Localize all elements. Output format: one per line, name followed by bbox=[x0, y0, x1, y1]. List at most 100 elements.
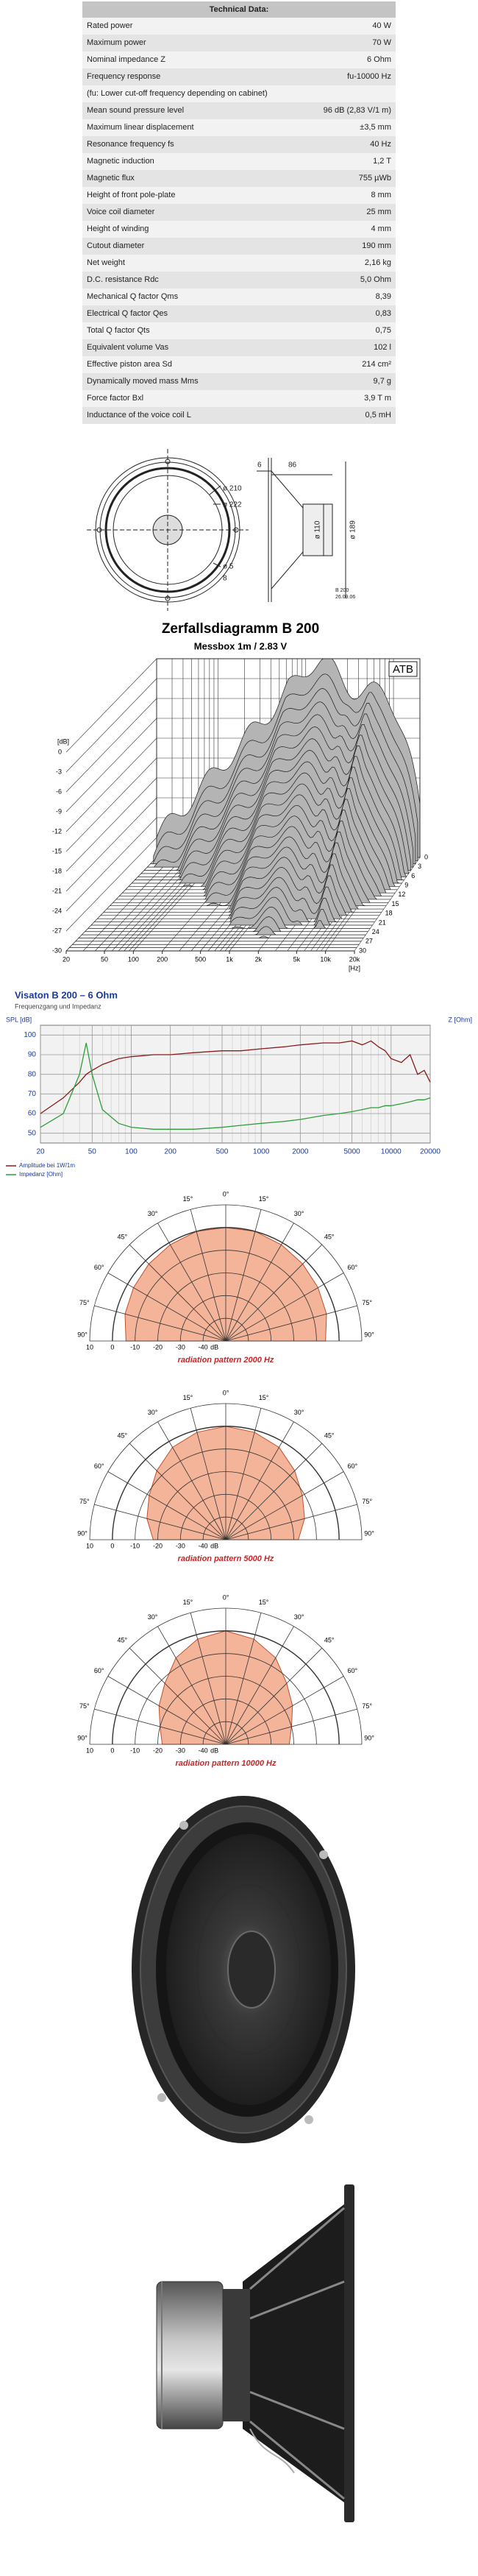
radial-tick-label: -20 bbox=[153, 1343, 163, 1351]
angle-label: 60° bbox=[94, 1667, 104, 1674]
data-row: Rated power 40 W bbox=[82, 18, 396, 35]
angle-label: 30° bbox=[294, 1613, 304, 1621]
drawing-labels: ø 210 ø 222 ø 5 8 6 86 ø 110 ø 189 B 200… bbox=[223, 461, 357, 600]
spec-label: Resonance frequency fs bbox=[82, 136, 277, 153]
data-row: Electrical Q factor Qes 0,83 bbox=[82, 305, 396, 322]
polar-spoke bbox=[225, 1244, 323, 1342]
x-tick-label: 100 bbox=[128, 955, 139, 963]
radial-tick-label: -20 bbox=[153, 1747, 163, 1754]
x-tick-label: 500 bbox=[216, 1148, 229, 1156]
dim-label: ø 210 bbox=[223, 485, 242, 493]
spec-label: Voice coil diameter bbox=[82, 204, 277, 221]
x-unit: [Hz] bbox=[349, 964, 360, 972]
x-tick-label: 1000 bbox=[253, 1148, 270, 1156]
dim-label: 6 bbox=[257, 461, 262, 470]
data-row: Effective piston area Sd 214 cm² bbox=[82, 356, 396, 373]
spec-value: 0,75 bbox=[277, 322, 396, 339]
technical-data-table: Technical Data: Rated power 40 W Maximum po… bbox=[82, 1, 396, 424]
radial-tick-label: -30 bbox=[176, 1542, 185, 1549]
floor-grid bbox=[104, 857, 192, 952]
spec-value: 25 mm bbox=[277, 204, 396, 221]
spec-value: 214 cm² bbox=[277, 356, 396, 373]
spec-value: 1,2 T bbox=[277, 153, 396, 170]
series-line bbox=[40, 1042, 431, 1130]
polar-spoke bbox=[225, 1222, 294, 1342]
decay-slice bbox=[88, 906, 371, 929]
y-tick-label: 60 bbox=[28, 1110, 37, 1118]
spec-label: Net weight bbox=[82, 255, 277, 272]
radial-unit: dB bbox=[210, 1542, 218, 1549]
x-tick-label: 2000 bbox=[292, 1148, 309, 1156]
depth-tick-label: 15 bbox=[392, 900, 399, 907]
data-row: Mean sound pressure level 96 dB (2,83 V/1… bbox=[82, 102, 396, 119]
radial-tick-label: -40 bbox=[199, 1542, 208, 1549]
x-tick-label: 200 bbox=[164, 1148, 176, 1156]
polar-spoke bbox=[190, 1209, 226, 1342]
x-tick-label: 10000 bbox=[381, 1148, 402, 1156]
radial-tick-label: -10 bbox=[130, 1747, 140, 1754]
polar-spoke bbox=[157, 1421, 226, 1540]
spec-label: Dynamically moved mass Mms bbox=[82, 373, 277, 390]
angle-label: 30° bbox=[148, 1210, 158, 1217]
polar-spoke bbox=[157, 1222, 226, 1342]
data-row: Height of winding 4 mm bbox=[82, 221, 396, 238]
polar-spoke bbox=[225, 1443, 323, 1540]
badge-box bbox=[388, 661, 418, 677]
y-tick-label: 70 bbox=[28, 1090, 37, 1098]
spec-value: 8 mm bbox=[277, 187, 396, 204]
angle-label: 90° bbox=[77, 1529, 88, 1537]
spec-label: Magnetic induction bbox=[82, 153, 277, 170]
y-tick-label: 50 bbox=[28, 1129, 37, 1137]
floor-grid bbox=[82, 857, 173, 952]
spec-value: 9,7 g bbox=[277, 373, 396, 390]
angle-label: 60° bbox=[94, 1264, 104, 1271]
spec-label: Nominal impedance Z bbox=[82, 52, 277, 68]
radial-tick-label: -40 bbox=[199, 1747, 208, 1754]
floor-grid bbox=[354, 857, 421, 952]
floor-grid bbox=[95, 857, 184, 952]
x-tick-label: 10k bbox=[320, 955, 331, 963]
y-tick-label: -9 bbox=[56, 807, 62, 815]
spec-label: Mean sound pressure level bbox=[82, 102, 277, 119]
spec-value: 40 W bbox=[277, 18, 396, 35]
side-grid bbox=[65, 658, 157, 753]
y-tick-label: -21 bbox=[52, 887, 62, 894]
dim-label: ø 5 bbox=[223, 563, 234, 571]
polar-plot: 10 0 -10 -20 -30 -40 dB 0° 15° 15° 30° 30° 45° 45° 60°… bbox=[77, 1593, 374, 1768]
spec-value: ±3,5 mm bbox=[277, 119, 396, 136]
data-row: Frequency response fu-10000 Hz bbox=[82, 68, 396, 85]
dim-label: 8 bbox=[223, 575, 227, 583]
polar-spoke bbox=[107, 1273, 226, 1342]
angle-label: 45° bbox=[324, 1234, 335, 1241]
polar-spoke bbox=[129, 1647, 226, 1745]
spec-label: Equivalent volume Vas bbox=[82, 339, 277, 356]
x-tick-label: 50 bbox=[101, 955, 108, 963]
radial-tick-label: 0 bbox=[110, 1343, 114, 1351]
decay-slice bbox=[97, 877, 377, 919]
spec-label: (fu: Lower cut-off frequency depending o… bbox=[82, 85, 396, 102]
data-row: Equivalent volume Vas 102 l bbox=[82, 339, 396, 356]
spec-value: 40 Hz bbox=[277, 136, 396, 153]
y-tick-label: -24 bbox=[52, 907, 62, 914]
depth-tick-label: 24 bbox=[372, 928, 379, 935]
radial-tick-label: -40 bbox=[199, 1343, 208, 1351]
spec-label: Rated power bbox=[82, 18, 277, 35]
polar-plots: 10 0 -10 -20 -30 -40 dB0°15°15°30°30°45°45°60°… bbox=[77, 1190, 374, 1768]
data-row: Resonance frequency fs 40 Hz bbox=[82, 136, 396, 153]
dim-label: ø 222 bbox=[223, 501, 242, 509]
radial-tick-label: -10 bbox=[130, 1343, 140, 1351]
depth-tick-label: 18 bbox=[385, 910, 393, 917]
dim-label: ø 110 bbox=[314, 520, 322, 539]
polar-spoke bbox=[225, 1273, 344, 1342]
angle-label: 90° bbox=[364, 1529, 374, 1537]
angle-label: 30° bbox=[294, 1210, 304, 1217]
side-grid bbox=[65, 678, 157, 773]
spec-label: Maximum linear displacement bbox=[82, 119, 277, 136]
angle-label: 30° bbox=[148, 1613, 158, 1621]
radial-tick-label: -10 bbox=[130, 1542, 140, 1549]
data-row: Maximum power 70 W bbox=[82, 35, 396, 52]
angle-label: 30° bbox=[294, 1409, 304, 1416]
angle-label: 60° bbox=[94, 1462, 104, 1470]
fr-y2-label: Z [Ohm] bbox=[448, 1016, 472, 1023]
side-grid bbox=[65, 837, 157, 932]
